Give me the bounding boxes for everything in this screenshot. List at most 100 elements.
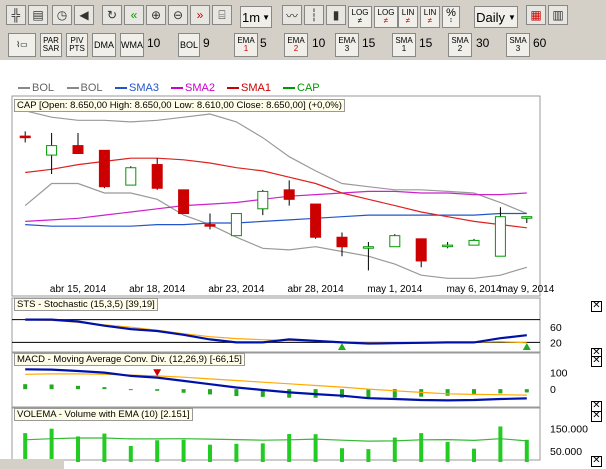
candle-body (230, 213, 242, 237)
candlestick-icon[interactable]: ▮ (326, 5, 346, 25)
log-compare-button[interactable]: LOG ≠ (374, 6, 398, 28)
sma1-value[interactable]: 15 (419, 36, 433, 50)
candle-body (442, 244, 454, 248)
chart-settings-icon[interactable]: ▦ (526, 5, 546, 25)
close-volume-button[interactable]: ✕ (591, 410, 602, 422)
line-chart-icon[interactable]: 〰 (282, 5, 302, 25)
candle-body (389, 235, 401, 248)
percent-label: % (446, 7, 456, 19)
candle-body (204, 224, 216, 227)
candle-body (46, 145, 58, 156)
close-macd-button[interactable]: ✕ (591, 355, 602, 367)
volume-bar (366, 449, 371, 462)
bol-value[interactable]: 9 (203, 36, 210, 50)
par-sar-button[interactable]: PAR SAR (40, 33, 62, 57)
bollinger-upper-line (25, 110, 528, 215)
macd-histogram-bar (49, 384, 54, 390)
volume-bar (234, 443, 239, 462)
wma-label: WMA (121, 40, 143, 50)
ema2-button[interactable]: EMA 2 (284, 33, 308, 57)
par-sar-label-2: SAR (42, 44, 60, 53)
piv-pts-label-2: PTS (69, 44, 85, 53)
scroll-right-icon[interactable]: » (190, 5, 210, 25)
zoom-out-icon[interactable]: ⊖ (168, 5, 188, 25)
log-scale-button[interactable]: LOG ≠ (348, 6, 372, 28)
ema1-value[interactable]: 5 (260, 36, 267, 50)
crosshair-icon[interactable]: ╬ (6, 5, 26, 25)
lin-scale-button[interactable]: LIN ≠ (398, 6, 418, 28)
close-volume-alt-button[interactable]: ✕ (591, 455, 602, 467)
volume-bar (445, 442, 450, 462)
period-value: 1m (242, 9, 261, 25)
ema1-button[interactable]: EMA 1 (234, 33, 258, 57)
dma-button[interactable]: DMA (92, 33, 116, 57)
sma2-value[interactable]: 30 (476, 36, 490, 50)
ema1-index: 1 (243, 44, 249, 53)
sma3-button[interactable]: SMA 3 (506, 33, 530, 57)
volume-bar (472, 448, 476, 462)
macd-line (25, 368, 527, 402)
macd-histogram-bar (260, 389, 265, 397)
close-stochastic-button[interactable]: ✕ (591, 300, 602, 312)
macd-histogram-bar (472, 389, 476, 395)
print-icon[interactable]: ▤ (28, 5, 48, 25)
bar-chart-icon[interactable]: ┆ (304, 5, 324, 25)
ema2-value[interactable]: 10 (312, 36, 326, 50)
volume-bar (208, 444, 212, 462)
date-axis-label: abr 15, 2014 (50, 284, 107, 295)
macd-histogram-bar (76, 385, 80, 390)
candle-body (494, 216, 506, 257)
stochastic-axis-label: 60 (550, 322, 562, 334)
bol-label: BOL (180, 40, 199, 50)
export-icon[interactable]: ▥ (548, 5, 568, 25)
percent-button[interactable]: % ↕ (442, 6, 460, 28)
reload-icon[interactable]: ↻ (102, 5, 122, 25)
ema3-index: 3 (344, 44, 350, 53)
lin-compare-button[interactable]: LIN ≠ (420, 6, 440, 28)
sound-icon[interactable]: ◀ (74, 5, 94, 25)
bol-button[interactable]: BOL (178, 33, 200, 57)
legend-label: BOL (80, 82, 103, 94)
volume-ema-line (25, 437, 527, 442)
draw-tools-button[interactable]: ⌇▭ (8, 33, 36, 57)
ema3-button[interactable]: EMA 3 (335, 33, 359, 57)
wma-button[interactable]: WMA (120, 33, 144, 57)
fit-chart-icon[interactable]: ⌸ (212, 5, 232, 25)
candle-body (19, 135, 31, 139)
scroll-left-icon[interactable]: « (124, 5, 144, 25)
date-axis-label: abr 23, 2014 (208, 284, 265, 295)
legend-label: SMA2 (185, 82, 215, 94)
volume-bar (49, 428, 54, 462)
macd-histogram-bar (208, 389, 212, 395)
par-sar-label-1: PAR (43, 36, 59, 45)
legend-label: SMA1 (241, 82, 271, 94)
ema2-label: EMA (287, 36, 305, 45)
interval-dropdown[interactable]: Daily ▼ (474, 6, 518, 28)
sma1-button[interactable]: SMA 1 (392, 33, 416, 57)
macd-histogram-bar (128, 389, 133, 391)
candle-body (362, 246, 374, 249)
stochastic-axis-label: 20 (550, 337, 562, 349)
zoom-in-icon[interactable]: ⊕ (146, 5, 166, 25)
volume-panel-title: VOLEMA - Volume with EMA (10) [2.151] (14, 408, 193, 421)
legend-item: SMA1 (227, 82, 271, 94)
sma2-button[interactable]: SMA 2 (448, 33, 472, 57)
interval-value: Daily (476, 9, 505, 25)
volume-bar (340, 448, 344, 462)
piv-pts-button[interactable]: PIV PTS (66, 33, 88, 57)
macd-signal-line (25, 373, 527, 396)
sma2-label: SMA (451, 36, 469, 45)
macd-histogram-bar (498, 389, 503, 394)
wma-value[interactable]: 10 (147, 36, 161, 50)
price-panel-title: CAP [Open: 8.650,00 High: 8.650,00 Low: … (14, 99, 345, 112)
legend-item: BOL (66, 82, 103, 94)
refresh-timer-icon[interactable]: ◷ (52, 5, 72, 25)
candle-body (178, 189, 190, 215)
candle-body (521, 216, 533, 219)
sma3-index: 3 (515, 44, 521, 53)
sma3-value[interactable]: 60 (533, 36, 547, 50)
period-dropdown[interactable]: 1m ▼ (240, 6, 272, 28)
ema3-value[interactable]: 15 (362, 36, 376, 50)
volume-bar (392, 437, 397, 462)
status-strip (0, 459, 64, 469)
